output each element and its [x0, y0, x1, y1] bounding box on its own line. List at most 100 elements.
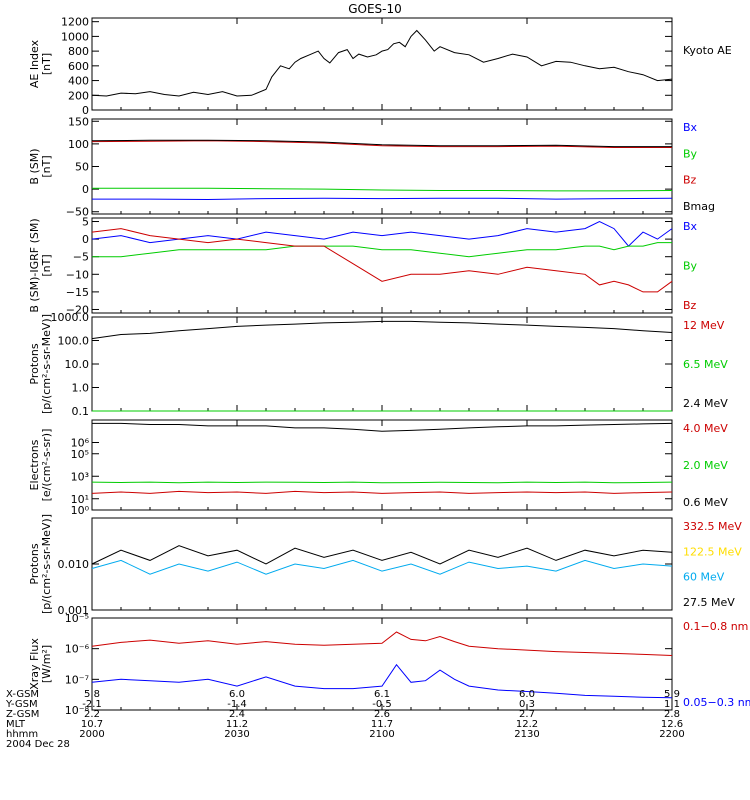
y-tick-label-ae: 0: [82, 104, 89, 117]
y-tick-label-bsmigrf: −20: [66, 303, 89, 316]
legend-label-bsm-0: Bx: [683, 121, 698, 134]
legend-label-protons_high-3: 27.5 MeV: [683, 596, 735, 609]
legend-label-protons_low-1: 6.5 MeV: [683, 358, 728, 371]
series-line-bsmigrf-2: [91, 228, 673, 293]
series-line-bsm-0: [92, 197, 673, 201]
y-tick-label-bsmigrf: −15: [66, 286, 89, 299]
y-axis-label-ae: [nT]: [40, 53, 53, 75]
orbit-row: MLT 10.7 11.2 11.7 12.2 12.6: [6, 719, 683, 730]
y-axis-label-xray: [W/m²]: [40, 645, 53, 683]
orbit-value: 2.4: [229, 709, 245, 720]
y-axis-label-bsmigrf: B (SM)-IGRF (SM): [28, 218, 41, 312]
series-line-protons_low-2: [91, 320, 673, 340]
y-tick-label-bsmigrf: 0: [82, 233, 89, 246]
orbit-value: 1.1: [664, 699, 680, 710]
orbit-row-label: X-GSM: [6, 689, 40, 700]
legend-label-ae-0: Kyoto AE: [683, 44, 732, 57]
orbit-value: 2030: [224, 729, 250, 740]
orbit-row: X-GSM 5.8 6.0 6.1 6.0 5.9: [6, 689, 680, 700]
y-tick-label-bsmigrf: −5: [73, 251, 89, 264]
legend-label-bsmigrf-2: Bz: [683, 299, 697, 312]
orbit-value: 2.7: [519, 709, 535, 720]
y-axis-label-protons_high: Protons: [28, 543, 41, 584]
orbit-table: X-GSM 5.8 6.0 6.1 6.0 5.9 Y-GSM -2.1 -1.4 -0.5 0.3…: [6, 689, 685, 750]
y-tick-label-electrons: 10³: [71, 470, 89, 483]
y-tick-label-bsm: 50: [75, 161, 89, 174]
y-tick-label-bsm: −50: [66, 206, 89, 219]
panel-frame-electrons: [91, 419, 673, 511]
series-line-ae-0: [91, 29, 673, 97]
y-tick-label-protons_low: 100.0: [58, 335, 90, 348]
y-tick-label-ae: 1000: [61, 30, 89, 43]
y-tick-label-electrons: 10¹: [71, 493, 89, 506]
orbit-row-label: Z-GSM: [6, 709, 40, 720]
orbit-row: hhmm 2000 2030 2100 2130 2200: [6, 729, 685, 740]
y-tick-label-ae: 600: [68, 60, 89, 73]
y-tick-label-bsmigrf: −10: [66, 268, 89, 281]
y-tick-label-ae: 400: [68, 75, 89, 88]
orbit-value: -2.1: [82, 699, 102, 710]
series-line-bsmigrf-0: [91, 220, 673, 247]
y-tick-label-electrons: 10⁶: [71, 437, 90, 450]
legend-label-bsm-2: Bz: [683, 174, 697, 187]
y-axis-label-bsmigrf: [nT]: [40, 254, 53, 276]
y-tick-label-protons_high: 0.001: [58, 604, 90, 617]
legend-label-bsm-1: By: [683, 147, 698, 160]
orbit-row-label: Y-GSM: [6, 699, 38, 710]
date-label: 2004 Dec 28: [6, 739, 70, 750]
panel-frame-bsmigrf: [91, 217, 673, 314]
y-axis-label-electrons: [e/(cm²-s-sr)]: [40, 429, 53, 502]
y-tick-label-ae: 800: [68, 45, 89, 58]
y-tick-label-protons_low: 0.1: [72, 405, 90, 418]
series-line-xray-1: [91, 663, 673, 699]
orbit-value: 11.2: [225, 719, 249, 730]
legend-label-protons_low-2: 2.4 MeV: [683, 397, 728, 410]
legend-label-electrons-2: 0.6 MeV: [683, 496, 728, 509]
series-line-protons_high-2: [91, 559, 673, 575]
orbit-row: Z-GSM 2.2 2.4 2.6 2.7 2.8: [6, 709, 680, 720]
orbit-value: 12.6: [660, 719, 684, 730]
y-axis-label-bsm: B (SM): [28, 148, 41, 184]
y-tick-label-ae: 1200: [61, 16, 89, 29]
y-tick-label-ae: 200: [68, 89, 89, 102]
orbit-value: 10.7: [80, 719, 104, 730]
legend-label-electrons-0: 4.0 MeV: [683, 422, 728, 435]
orbit-value: 12.2: [515, 719, 539, 730]
orbit-value: 2000: [79, 729, 105, 740]
legend-label-protons_high-1: 122.5 MeV: [683, 545, 742, 558]
orbit-value: 2.8: [664, 709, 680, 720]
y-tick-label-bsmigrf: 5: [82, 216, 89, 229]
orbit-row-label: MLT: [6, 719, 25, 730]
orbit-value: -1.4: [227, 699, 247, 710]
legend-label-protons_low-0: 12 MeV: [683, 319, 725, 332]
y-axis-label-xray: Xray Flux: [28, 638, 41, 690]
orbit-value: 5.9: [664, 689, 680, 700]
legend-label-bsm-3: Bmag: [683, 200, 715, 213]
orbit-row: Y-GSM -2.1 -1.4 -0.5 0.3 1.1: [6, 699, 680, 710]
orbit-value: 6.0: [229, 689, 245, 700]
legend-label-bsmigrf-1: By: [683, 260, 698, 273]
chart-title: GOES-10: [348, 2, 402, 16]
legend-label-bsmigrf-0: Bx: [683, 220, 698, 233]
series-line-bsm-3: [91, 139, 672, 148]
y-axis-label-protons_low: Protons: [28, 343, 41, 384]
series-line-protons_high-3: [91, 545, 673, 565]
orbit-row-label: hhmm: [6, 729, 39, 740]
legend-label-xray-1: 0.05−0.3 nm: [683, 696, 750, 709]
series-line-xray-0: [91, 631, 673, 656]
orbit-value: 0.3: [519, 699, 535, 710]
y-tick-label-xray: 10⁻⁸: [65, 704, 90, 717]
y-axis-label-ae: AE Index: [28, 39, 41, 88]
y-tick-label-xray: 10⁻⁵: [65, 612, 89, 625]
y-tick-label-xray: 10⁻⁶: [65, 643, 90, 656]
legend-label-protons_high-0: 332.5 MeV: [683, 520, 742, 533]
y-axis-label-bsm: [nT]: [40, 155, 53, 177]
orbit-value: 11.7: [370, 719, 394, 730]
orbit-value: 2200: [659, 729, 685, 740]
y-tick-label-protons_low: 1.0: [72, 382, 90, 395]
y-tick-label-electrons: 10⁵: [71, 448, 89, 461]
orbit-value: 6.0: [519, 689, 535, 700]
orbit-value: -0.5: [372, 699, 392, 710]
y-tick-label-protons_low: 1000.0: [51, 311, 90, 324]
orbit-value: 2.2: [84, 709, 100, 720]
